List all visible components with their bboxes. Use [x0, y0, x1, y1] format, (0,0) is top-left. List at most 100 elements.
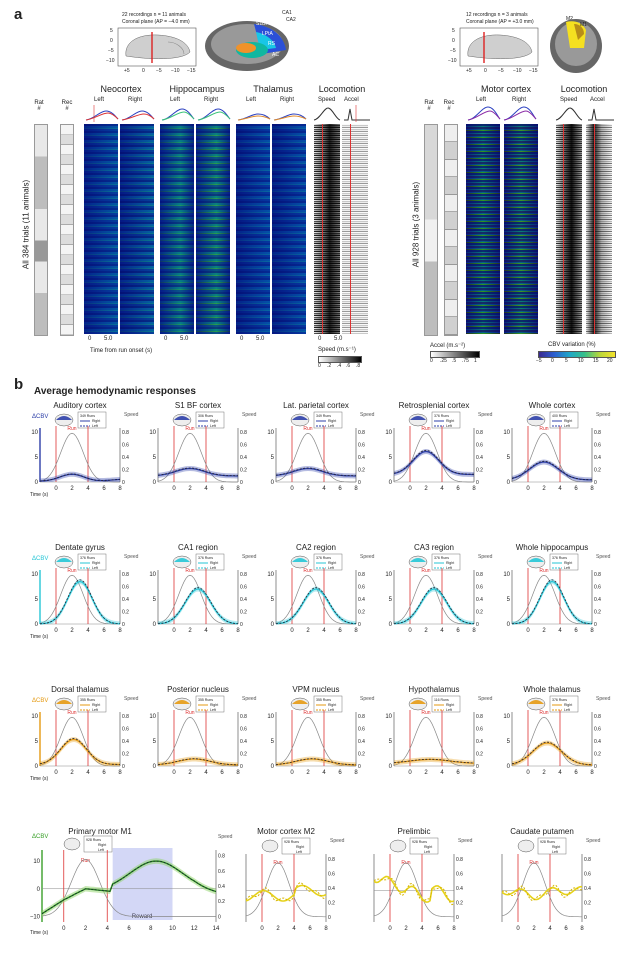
speed-axis-label: Speed [124, 696, 139, 702]
y-tick-label: 10 [267, 572, 274, 578]
speed-tick-label: 0.2 [122, 752, 129, 758]
plot-title: Lat. parietal cortex [283, 401, 349, 410]
sagittal-brain-left [117, 27, 197, 67]
heatmap-hippocampus-right [196, 124, 230, 334]
cbv-left-curve [511, 579, 593, 625]
x-tick-label: 4 [292, 926, 296, 932]
x-tick-label: 0 [290, 770, 294, 776]
cbv-right-curve [511, 580, 593, 625]
x-tick-label: 0 [172, 628, 176, 634]
speed-axis-label: Speed [360, 696, 375, 702]
plot-title: Posterior nucleus [167, 685, 229, 694]
speed-tick-label: 0 [594, 480, 597, 486]
x-tick-label: 4 [322, 628, 326, 634]
speed-tick-label: 0.2 [476, 610, 483, 616]
y-tick-label: 10 [267, 430, 274, 436]
y-tick-label: 10 [31, 430, 38, 436]
y-tick-label: 0 [389, 480, 393, 486]
x-tick-label: 8 [354, 770, 358, 776]
legend-left-label: Left [210, 424, 216, 428]
cbv-left-curve [275, 587, 357, 625]
speed-tick-label: 0.6 [476, 585, 483, 591]
x-tick-label: 2 [70, 770, 74, 776]
speed-tick-label: 0.2 [122, 468, 129, 474]
x-tick-label: 4 [558, 770, 562, 776]
x-tick-label: 2 [542, 770, 546, 776]
region-highlight-icon [410, 558, 426, 562]
legend-box [409, 837, 439, 855]
cbv-left-curve [373, 877, 455, 906]
speed-tick-label: 0.2 [476, 752, 483, 758]
speed-curve [157, 432, 238, 483]
cbv-left-curve [245, 882, 327, 902]
x-tick-label: 2 [276, 926, 280, 932]
speed-tick-label: 0.2 [240, 610, 247, 616]
xtick-left-0c: 0 [240, 336, 244, 342]
y-tick-label: 5 [389, 597, 393, 603]
run-label: Run [67, 426, 76, 432]
brain-xtick-right-5: −15 [529, 68, 538, 74]
cbv-sem-band [394, 586, 474, 624]
speed-axis-label: Speed [360, 554, 375, 560]
x-tick-label: 6 [102, 628, 106, 634]
response-plot-primary-motor-m1: Primary motor M1 ΔCBV Time (s) Speed Reward 9… [30, 827, 233, 936]
side-left-3: Left [246, 97, 257, 103]
speed-tick-label: 0.2 [594, 468, 601, 474]
speed-tick-label: 0.4 [240, 739, 247, 745]
speed-axis-label: Speed [586, 838, 601, 844]
speed-tick-label: 0.4 [476, 739, 483, 745]
region-highlight-icon [410, 416, 426, 420]
legend-runs: 116 Runs [434, 698, 449, 702]
x-tick-label: 12 [191, 926, 198, 932]
accel-bar-label: Accel (m.s⁻²) [430, 343, 466, 349]
x-tick-label: 2 [306, 628, 310, 634]
x-tick-label: 0 [516, 926, 520, 932]
cbv-sem-band [394, 757, 474, 766]
cbv-sem-band [158, 466, 238, 479]
legend-right-label: Right [446, 703, 454, 707]
brain-icon [261, 839, 279, 853]
atlas-label-ca2: CA2 [286, 17, 296, 23]
y-tick-label: 0 [507, 480, 511, 486]
x-tick-label: 0 [388, 926, 392, 932]
run-label: Run [67, 568, 76, 574]
brain-icon [389, 839, 407, 853]
speed-tick-label: 0.4 [594, 455, 601, 461]
cbv-sem-band [394, 449, 474, 477]
cbv-left-curve [393, 587, 475, 625]
plot-title: CA3 region [414, 543, 454, 552]
speed-tick-label: 0 [358, 622, 361, 628]
brain-ytick-right-3: −5 [450, 48, 456, 54]
x-tick-label: 6 [574, 486, 578, 492]
speed-tick-label: 0.6 [240, 585, 247, 591]
heatmap-neocortex-right [120, 124, 154, 334]
sagittal-brain-right [459, 27, 539, 67]
y-tick-label: 5 [153, 597, 157, 603]
cbv-left-curve [157, 587, 239, 625]
y-tick-label: 10 [33, 859, 40, 865]
speed-curve [511, 716, 592, 767]
speed-tick-label: 0.8 [218, 854, 225, 860]
legend-right-label: Right [564, 419, 572, 423]
cbv-left-curve [157, 758, 238, 766]
run-onset-line-speed-right [563, 124, 564, 334]
cbv-left-curve [275, 758, 356, 766]
legend-left-label: Left [564, 566, 570, 570]
speed-curve [275, 716, 356, 767]
plot-title: Prelimbic [398, 827, 431, 836]
brain-xtick-left-5: −15 [187, 68, 196, 74]
speed-axis-label: Speed [218, 834, 233, 840]
panel-b-letter: b [14, 376, 24, 393]
x-tick-label: 4 [204, 628, 208, 634]
side-right-1: Right [128, 97, 143, 103]
y-tick-label: 0 [271, 480, 275, 486]
x-tick-label: 6 [220, 770, 224, 776]
x-tick-label: 4 [420, 926, 424, 932]
legend-box [431, 695, 461, 713]
legend-left-label: Left [328, 424, 334, 428]
cbv-bar-tick-1: 0 [551, 358, 554, 364]
x-tick-label: 2 [84, 926, 88, 932]
legend-left-label: Left [210, 566, 216, 570]
legend-box [549, 553, 579, 571]
